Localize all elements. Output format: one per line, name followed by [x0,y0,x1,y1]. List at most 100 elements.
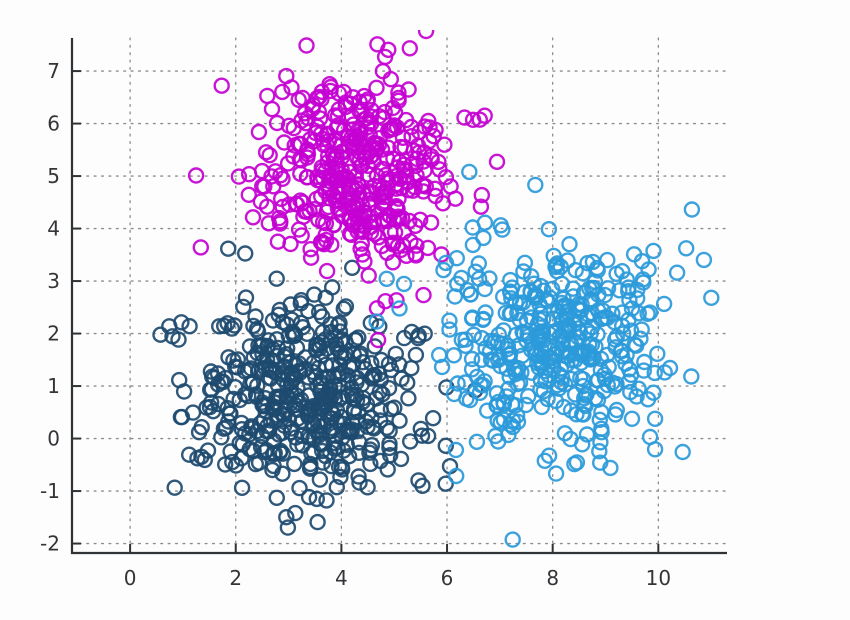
data-point [583,319,601,336]
data-point [703,289,720,306]
data-point [387,345,404,363]
y-tick-label: 3 [47,269,60,293]
data-point [224,453,241,471]
data-point [299,168,316,186]
data-point [296,105,314,122]
data-point [571,310,589,327]
data-point [350,329,367,346]
data-point [270,306,287,323]
data-point [196,451,214,469]
data-point [388,292,405,309]
data-point [508,407,526,424]
data-point [427,121,444,139]
data-point [300,427,317,445]
data-point [464,111,482,129]
data-point [236,386,254,403]
data-point [473,330,490,347]
data-point [306,286,323,303]
data-point [307,341,325,359]
data-point [414,177,432,195]
data-point [215,317,233,335]
data-point [529,354,546,372]
data-point [378,419,396,436]
data-point [360,267,377,284]
data-point [345,214,363,231]
data-point [349,423,366,440]
data-point [533,398,550,416]
data-point [558,356,575,373]
x-tick-label: 6 [441,566,454,590]
data-point [441,312,458,329]
data-point [269,233,287,250]
data-point [302,240,319,258]
data-point [492,217,509,234]
data-point [389,200,406,218]
data-point [301,429,319,447]
data-point [263,100,281,118]
data-point [380,380,398,397]
data-point [331,314,348,332]
data-point [302,249,320,266]
data-point [289,436,306,453]
data-point [520,388,537,405]
data-point [233,450,250,467]
data-point [226,317,243,334]
data-point [286,455,303,473]
data-point [170,371,188,389]
data-point [230,168,248,185]
data-point [636,353,653,371]
data-point [393,209,411,227]
data-point [470,255,487,272]
data-point [384,236,402,253]
data-point [445,347,463,364]
data-point [472,198,490,215]
data-point [592,454,609,471]
data-point [258,442,275,459]
data-point [240,165,258,183]
data-point [317,182,334,200]
data-point [180,446,198,463]
data-point [490,433,507,450]
data-point [407,217,424,235]
data-point [535,332,552,349]
y-tick-label: 5 [47,164,60,188]
data-point [557,376,574,393]
data-point [463,361,481,378]
data-point [303,445,320,462]
data-point [223,320,241,337]
data-point [448,250,465,267]
data-point [334,461,351,478]
data-point [621,292,638,309]
data-point [328,479,345,496]
cluster-light-blue [368,163,720,548]
data-point [449,375,466,392]
data-point [322,316,339,333]
data-point [416,118,433,135]
data-point [514,323,531,341]
data-point [475,229,492,247]
data-point [359,479,376,496]
data-point [257,144,275,161]
data-point [190,424,208,441]
data-point [379,461,396,478]
data-point [294,319,311,336]
data-point [578,426,596,443]
data-point [584,253,602,271]
data-point [592,361,610,379]
data-point [575,284,593,301]
data-point [463,350,481,368]
data-point [618,346,635,364]
data-point [368,313,385,330]
y-tick-label: 1 [47,374,60,398]
data-point [339,387,356,404]
data-point [462,286,479,303]
data-point [298,37,315,54]
data-point [398,247,415,265]
data-point [318,394,336,412]
data-point [313,159,330,176]
data-point [313,347,330,364]
data-point [471,111,488,128]
data-point [479,402,496,419]
data-point [400,81,417,98]
data-point [161,318,178,335]
